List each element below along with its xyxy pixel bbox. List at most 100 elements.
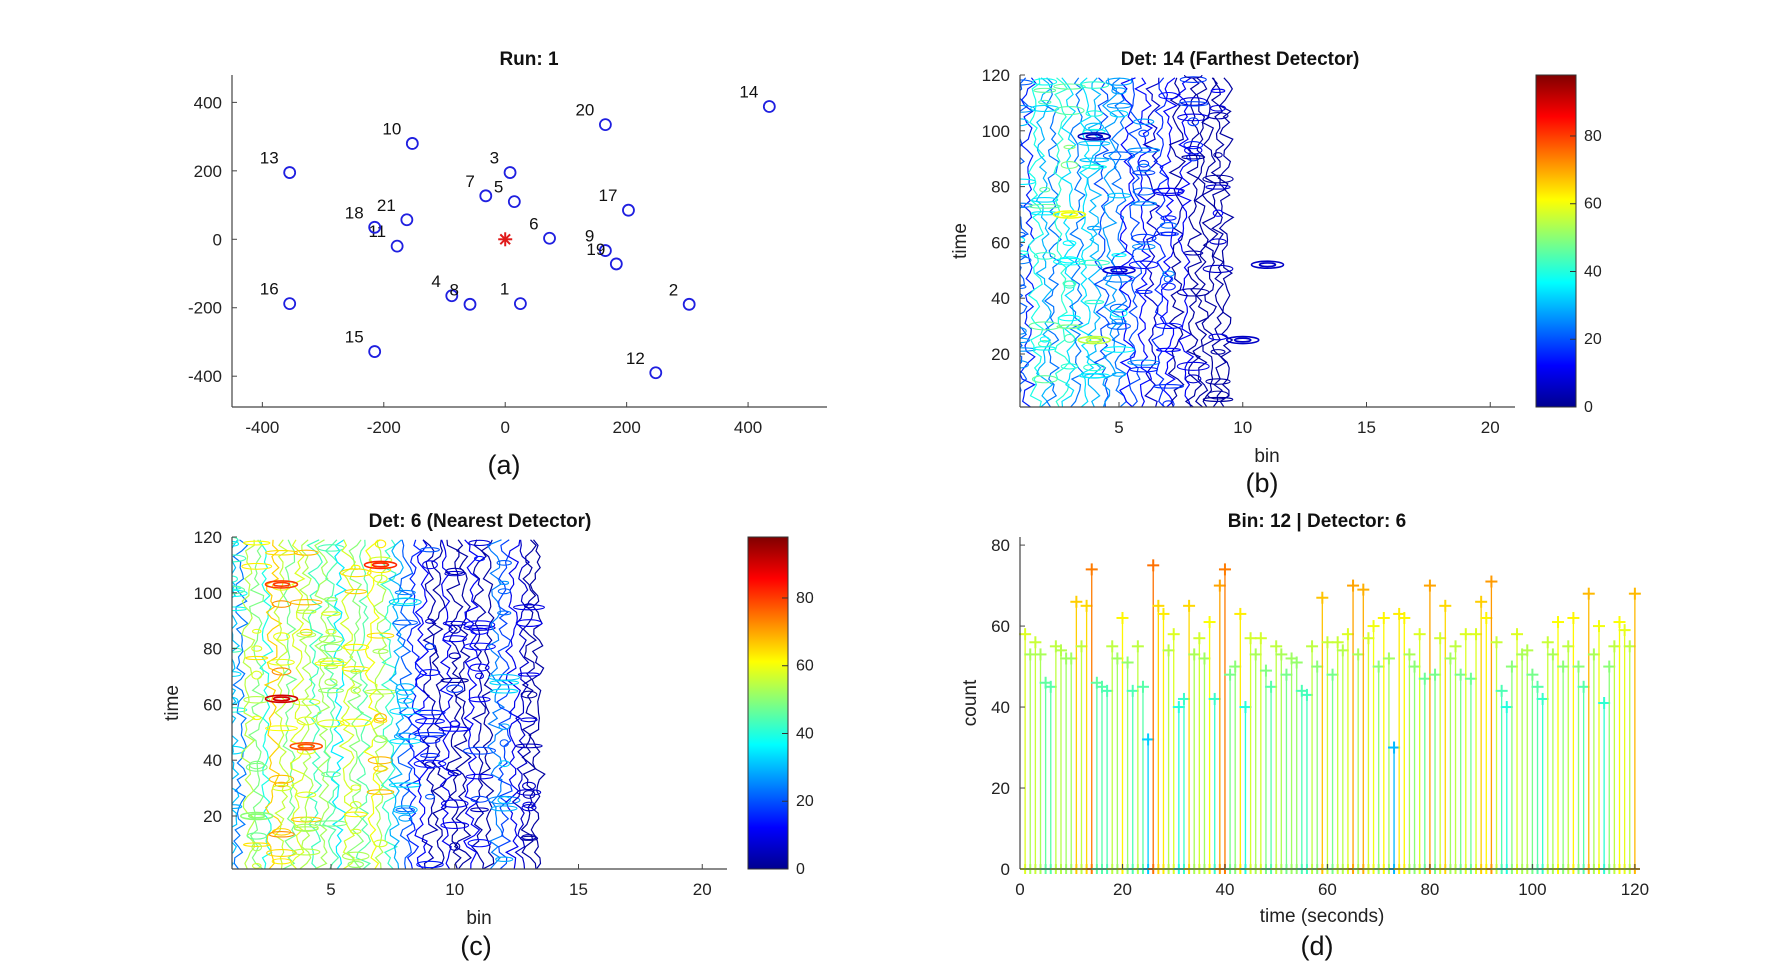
stem-marker	[1321, 636, 1334, 649]
contour-ring	[1111, 318, 1127, 325]
contour-ring	[1102, 151, 1136, 161]
detector-marker	[400, 213, 414, 227]
contour-ring	[1127, 147, 1161, 153]
stem-marker	[1495, 684, 1508, 697]
contour-ring	[314, 820, 348, 827]
y-tick-label: 120	[982, 66, 1010, 85]
detector-label: 6	[529, 214, 538, 233]
panel-a-scatter: Run: 1 -400 -200 0 200 400 -400 -200 0 200 400 1…	[188, 49, 827, 480]
stem-marker	[1608, 640, 1621, 653]
contour-ring	[1183, 140, 1204, 150]
panel-a-y-tick-label: 200	[194, 162, 222, 181]
panel-d-x-ticks: 0 20 40 60 80 100 120	[1015, 864, 1649, 899]
stem-marker	[1070, 595, 1083, 608]
contour-ring	[321, 771, 341, 778]
contour-hotspot-inner	[272, 696, 291, 702]
detector-label: 18	[345, 203, 364, 222]
contour-line	[1210, 77, 1227, 407]
contour-ring	[367, 756, 394, 765]
stem-marker	[1213, 579, 1226, 592]
panel-c-contour-lines	[232, 537, 546, 869]
contour-ring	[350, 828, 362, 835]
y-tick-label: 20	[203, 807, 222, 826]
contour-line	[1127, 77, 1144, 407]
contour-ring	[474, 555, 485, 562]
contour-ring	[395, 683, 415, 691]
contour-line	[232, 539, 249, 869]
stem-marker	[1552, 616, 1565, 629]
contour-hotspot	[1250, 260, 1285, 270]
detector-label: 4	[431, 272, 440, 291]
contour-ring	[474, 672, 485, 680]
stem-marker	[1526, 668, 1539, 681]
contour-line	[259, 539, 274, 869]
stem-marker	[1290, 656, 1303, 669]
stem-marker	[1172, 701, 1185, 714]
detector-label: 14	[739, 82, 758, 101]
stem-marker	[1347, 579, 1360, 592]
contour-ring	[522, 781, 536, 791]
contour-line	[471, 539, 487, 869]
contour-ring	[265, 725, 298, 732]
contour-ring	[1158, 231, 1179, 237]
contour-ring	[1105, 77, 1133, 86]
contour-ring	[321, 611, 341, 617]
stem-marker	[1188, 648, 1201, 661]
stem-marker	[1111, 652, 1124, 665]
contour-ring	[245, 655, 269, 661]
contour-ring	[372, 648, 389, 654]
contour-ring	[424, 761, 436, 769]
contour-line	[346, 539, 365, 869]
contour-hotspot-inner	[1060, 211, 1079, 218]
detector-marker	[405, 137, 419, 150]
stem-marker	[1598, 697, 1611, 709]
contour-ring	[243, 696, 271, 704]
contour-line	[1118, 77, 1137, 407]
contour-ring	[1179, 76, 1207, 83]
contour-ring	[1181, 154, 1206, 160]
contour-ring	[1138, 159, 1150, 168]
x-tick-label: 10	[1233, 418, 1252, 437]
contour-ring	[1039, 186, 1051, 193]
contour-line	[1076, 77, 1095, 407]
stem-marker	[1413, 628, 1426, 641]
panel-a-title: Run: 1	[499, 49, 559, 70]
stem-marker	[1623, 640, 1636, 653]
stem-marker	[1019, 628, 1032, 641]
contour-hotspot-inner	[247, 813, 266, 819]
panel-c-y-ticks: 20 40 60 80 100 120	[194, 528, 237, 826]
contour-line	[1068, 77, 1086, 407]
x-tick-label: 10	[445, 880, 464, 899]
contour-ring	[1033, 346, 1057, 351]
contour-ring	[392, 619, 418, 626]
contour-ring	[497, 610, 512, 616]
contour-ring	[1084, 122, 1104, 132]
contour-ring	[1030, 211, 1059, 216]
contour-ring	[350, 564, 361, 571]
detector-label: 19	[586, 240, 605, 259]
detector-label: 7	[465, 172, 474, 191]
contour-line	[445, 539, 464, 869]
stem-marker	[1362, 632, 1375, 645]
contour-ring	[1179, 97, 1208, 106]
y-tick-label: 80	[991, 178, 1010, 197]
contour-ring	[393, 732, 417, 741]
stem-marker	[1183, 599, 1196, 612]
stem-marker	[1485, 575, 1498, 588]
contour-ring	[251, 628, 262, 634]
contour-ring	[1202, 264, 1234, 274]
contour-ring	[489, 680, 520, 686]
contour-ring	[448, 624, 461, 634]
contour-line	[453, 539, 472, 869]
panel-d-x-label: time (seconds)	[1260, 906, 1385, 927]
contour-ring	[266, 848, 297, 857]
contour-ring	[366, 789, 395, 795]
contour-ring	[1187, 117, 1200, 127]
contour-ring	[241, 562, 273, 570]
contour-ring	[293, 823, 319, 832]
stem-marker	[1167, 628, 1180, 641]
contour-line	[1184, 77, 1203, 407]
panel-a-caption: (a)	[488, 450, 521, 480]
contour-ring	[271, 858, 292, 865]
x-tick-label: 20	[1481, 418, 1500, 437]
